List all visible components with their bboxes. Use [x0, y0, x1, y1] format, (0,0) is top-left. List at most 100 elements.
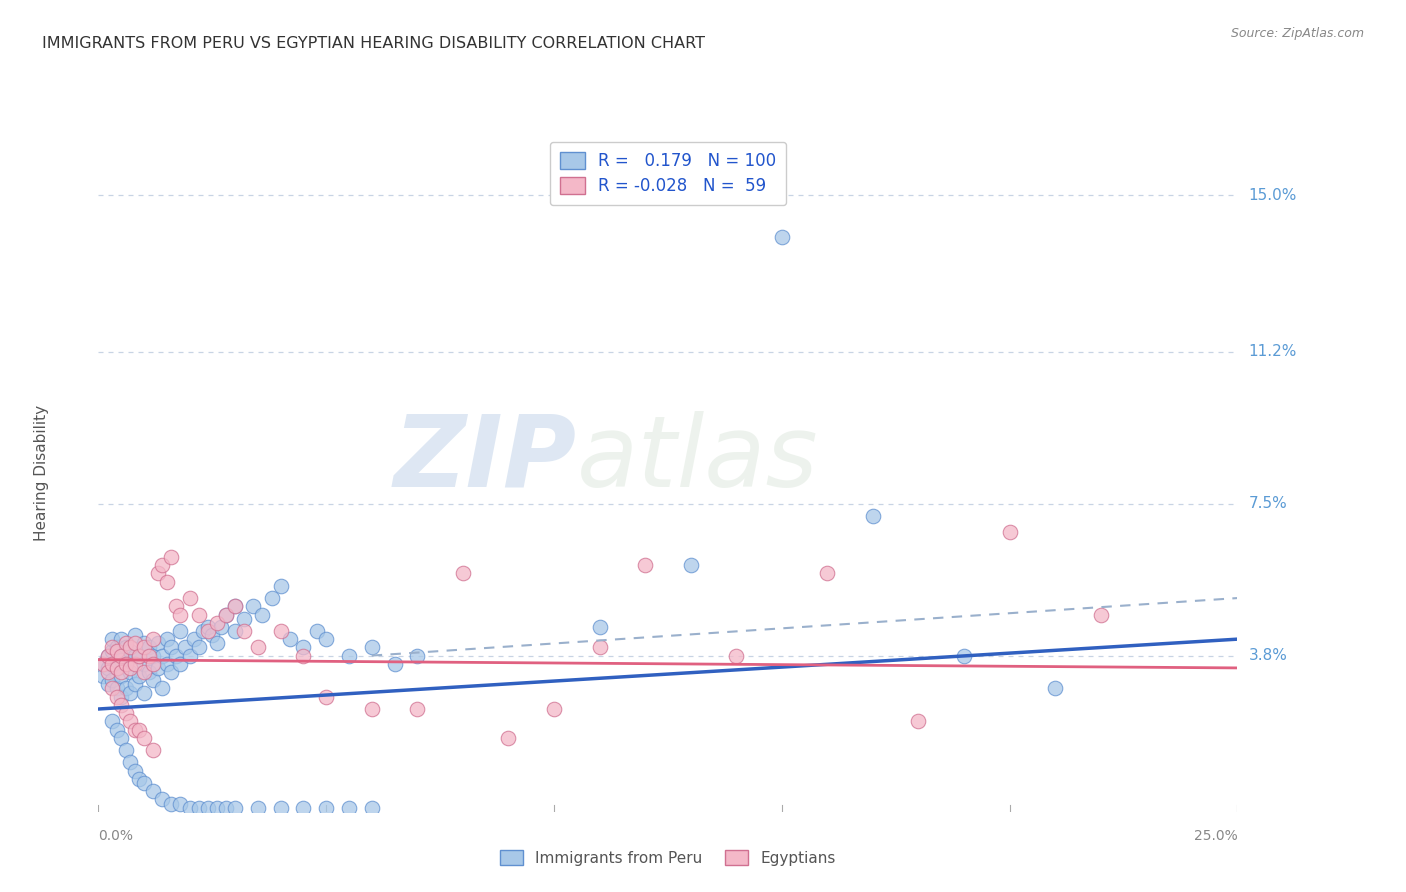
Point: [1090, 607, 1112, 622]
Point: [150, 648, 173, 663]
Point: [337, 800, 360, 814]
Point: [187, 800, 209, 814]
Point: [105, 640, 128, 655]
Point: [246, 800, 269, 814]
Point: [215, 607, 238, 622]
Point: [132, 776, 155, 790]
Point: [201, 628, 224, 642]
Point: [114, 706, 136, 720]
Point: [725, 648, 748, 663]
Text: 25.0%: 25.0%: [1194, 829, 1237, 843]
Point: [315, 632, 337, 647]
Point: [142, 673, 165, 688]
Point: [138, 648, 160, 663]
Point: [105, 644, 128, 658]
Point: [120, 661, 142, 675]
Point: [128, 772, 150, 786]
Point: [907, 714, 929, 729]
Point: [156, 657, 179, 671]
Point: [142, 648, 165, 663]
Point: [110, 731, 132, 745]
Point: [183, 632, 205, 647]
Point: [142, 632, 165, 647]
Point: [197, 620, 219, 634]
Point: [132, 636, 155, 650]
Point: [197, 624, 219, 638]
Point: [124, 648, 146, 663]
Text: 0.0%: 0.0%: [98, 829, 134, 843]
Point: [110, 665, 132, 679]
Point: [101, 644, 124, 658]
Point: [110, 653, 132, 667]
Point: [205, 800, 228, 814]
Point: [142, 743, 165, 757]
Point: [215, 800, 238, 814]
Point: [132, 665, 155, 679]
Text: 7.5%: 7.5%: [1249, 496, 1288, 511]
Text: atlas: atlas: [576, 410, 818, 508]
Point: [156, 632, 179, 647]
Point: [110, 698, 132, 712]
Point: [110, 669, 132, 683]
Point: [224, 800, 246, 814]
Point: [224, 599, 246, 614]
Point: [124, 636, 146, 650]
Point: [160, 549, 183, 564]
Point: [110, 690, 132, 704]
Point: [278, 632, 301, 647]
Point: [96, 648, 118, 663]
Point: [384, 657, 406, 671]
Point: [120, 685, 142, 699]
Point: [110, 632, 132, 647]
Point: [132, 685, 155, 699]
Point: [187, 640, 209, 655]
Point: [91, 669, 114, 683]
Point: [205, 636, 228, 650]
Point: [498, 731, 520, 745]
Point: [543, 702, 565, 716]
Point: [132, 731, 155, 745]
Point: [224, 624, 246, 638]
Point: [105, 681, 128, 696]
Point: [292, 648, 315, 663]
Point: [105, 690, 128, 704]
Point: [101, 657, 124, 671]
Point: [360, 800, 382, 814]
Point: [406, 702, 429, 716]
Point: [138, 665, 160, 679]
Point: [242, 599, 264, 614]
Point: [105, 723, 128, 737]
Point: [114, 743, 136, 757]
Point: [101, 640, 124, 655]
Point: [215, 607, 238, 622]
Point: [114, 657, 136, 671]
Point: [132, 640, 155, 655]
Point: [96, 677, 118, 691]
Point: [197, 800, 219, 814]
Point: [169, 607, 191, 622]
Point: [142, 784, 165, 798]
Point: [96, 648, 118, 663]
Point: [169, 797, 191, 811]
Text: Hearing Disability: Hearing Disability: [34, 405, 49, 541]
Point: [124, 677, 146, 691]
Point: [150, 792, 173, 806]
Point: [156, 574, 179, 589]
Point: [146, 636, 169, 650]
Point: [91, 657, 114, 671]
Point: [270, 579, 292, 593]
Point: [124, 723, 146, 737]
Point: [998, 525, 1021, 540]
Point: [120, 644, 142, 658]
Point: [128, 669, 150, 683]
Point: [114, 640, 136, 655]
Point: [292, 640, 315, 655]
Point: [124, 628, 146, 642]
Point: [953, 648, 976, 663]
Point: [360, 702, 382, 716]
Point: [588, 620, 610, 634]
Point: [120, 665, 142, 679]
Text: 3.8%: 3.8%: [1249, 648, 1288, 663]
Point: [114, 657, 136, 671]
Point: [246, 640, 269, 655]
